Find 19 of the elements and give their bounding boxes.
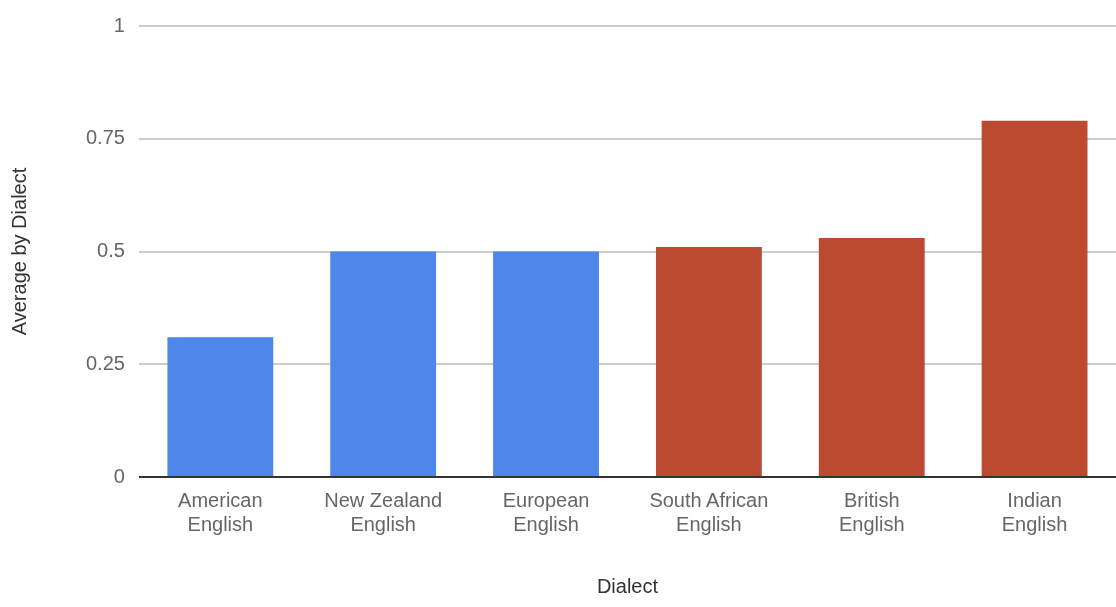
y-tick-label: 0.5 xyxy=(97,239,125,262)
x-tick-label: American English xyxy=(178,488,263,535)
y-tick-label: 0 xyxy=(113,464,125,487)
x-axis-title: Dialect xyxy=(596,574,659,597)
bar xyxy=(981,120,1088,476)
y-tick-label: 0.25 xyxy=(85,351,125,374)
x-tick-label: South African English xyxy=(649,488,769,535)
x-tick-label: New Zealand English xyxy=(324,488,443,535)
y-tick-label: 0.75 xyxy=(85,126,125,149)
x-tick-label: European English xyxy=(502,488,590,535)
x-tick-label: British English xyxy=(838,488,905,535)
y-tick-label: 1 xyxy=(113,13,125,36)
bar xyxy=(655,246,762,476)
bar xyxy=(493,251,599,476)
bar xyxy=(167,337,274,476)
bar xyxy=(818,237,925,476)
x-tick-label: Indian English xyxy=(1001,488,1068,535)
bar xyxy=(330,251,437,476)
y-axis-title: Average by Dialect xyxy=(7,167,30,336)
